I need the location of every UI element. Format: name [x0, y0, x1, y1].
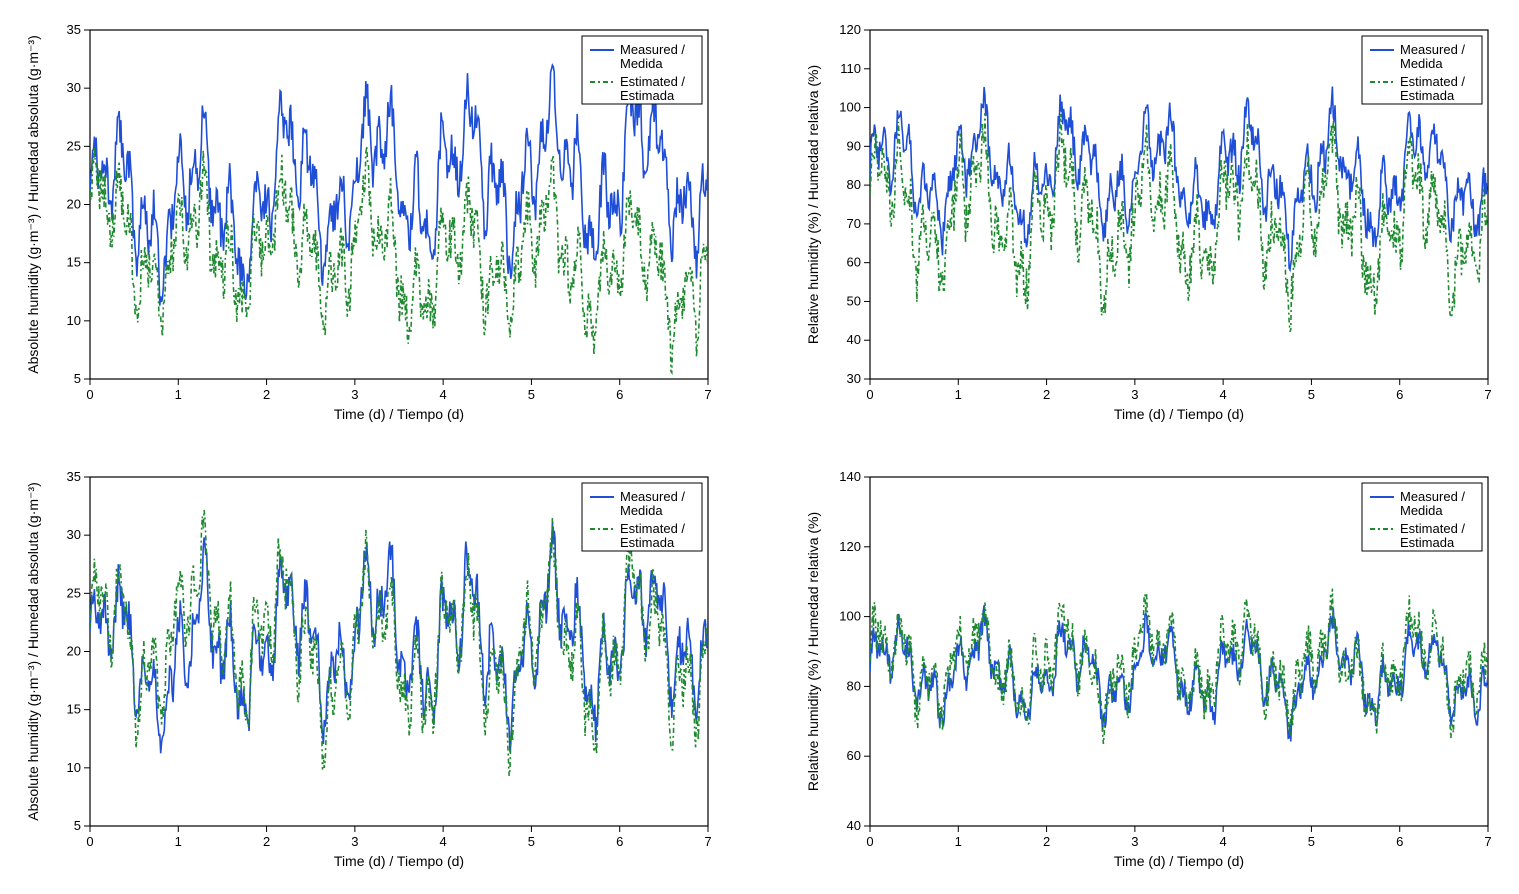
- x-tick-label: 5: [528, 387, 535, 402]
- x-tick-label: 7: [1484, 387, 1491, 402]
- x-tick-label: 3: [351, 387, 358, 402]
- y-axis-label: Relative humidity (%) / Humedad relativa…: [805, 512, 821, 791]
- x-tick-label: 7: [704, 387, 711, 402]
- x-tick-label: 0: [86, 387, 93, 402]
- y-tick-label: 90: [847, 138, 861, 153]
- x-tick-label: 2: [263, 834, 270, 849]
- y-axis-label: Relative humidity (%) / Humedad relativa…: [805, 65, 821, 344]
- legend-measured-1: Measured /: [1400, 489, 1465, 504]
- y-tick-label: 120: [839, 22, 861, 37]
- x-tick-label: 4: [440, 387, 447, 402]
- x-tick-label: 1: [955, 834, 962, 849]
- y-tick-label: 80: [847, 678, 861, 693]
- legend: Measured /Medida Estimated /Estimada: [1362, 483, 1482, 551]
- x-tick-label: 1: [175, 387, 182, 402]
- y-tick-label: 140: [839, 469, 861, 484]
- x-axis-label: Time (d) / Tiempo (d): [334, 406, 464, 422]
- y-tick-label: 20: [67, 197, 81, 212]
- x-tick-label: 6: [1396, 834, 1403, 849]
- x-tick-label: 3: [1131, 834, 1138, 849]
- y-tick-label: 15: [67, 702, 81, 717]
- x-tick-label: 4: [1220, 387, 1227, 402]
- legend-measured-2: Medida: [620, 56, 663, 71]
- y-tick-label: 40: [847, 332, 861, 347]
- y-tick-label: 40: [847, 818, 861, 833]
- x-tick-label: 5: [1308, 834, 1315, 849]
- legend-estimated-1: Estimated /: [1400, 521, 1465, 536]
- x-tick-label: 3: [351, 834, 358, 849]
- legend-estimated-2: Estimada: [620, 535, 675, 550]
- legend-estimated-2: Estimada: [1400, 88, 1455, 103]
- x-tick-label: 7: [704, 834, 711, 849]
- legend-estimated-2: Estimada: [1400, 535, 1455, 550]
- x-tick-label: 0: [866, 834, 873, 849]
- chart-top-right: 0 1 2 3 4 5 6 7 30 40 50 60 70 80 90 100 110 120 Time (d) …: [800, 20, 1500, 427]
- y-tick-label: 5: [74, 818, 81, 833]
- y-tick-label: 60: [847, 255, 861, 270]
- x-tick-label: 0: [866, 387, 873, 402]
- legend-estimated-2: Estimada: [620, 88, 675, 103]
- y-tick-label: 60: [847, 748, 861, 763]
- y-tick-label: 35: [67, 469, 81, 484]
- legend-measured-1: Measured /: [1400, 42, 1465, 57]
- y-tick-label: 50: [847, 293, 861, 308]
- chart-top-left: 0 1 2 3 4 5 6 7 5 10 15 20 25 30 35 Time (d) / Tiempo (…: [20, 20, 720, 427]
- y-tick-label: 35: [67, 22, 81, 37]
- x-tick-label: 2: [1043, 387, 1050, 402]
- series-measured: [90, 522, 708, 753]
- chart-bottom-right: 0 1 2 3 4 5 6 7 40 60 80 100 120 140 Time (d) / Tiempo…: [800, 467, 1500, 874]
- x-tick-label: 2: [263, 387, 270, 402]
- x-tick-label: 0: [86, 834, 93, 849]
- y-tick-label: 120: [839, 539, 861, 554]
- legend: Measured /Medida Estimated /Estimada: [582, 483, 702, 551]
- x-tick-label: 6: [616, 387, 623, 402]
- chart-grid: 012345675101520253035Time (d) / Tiempo (…: [20, 20, 1499, 874]
- legend-measured-2: Medida: [1400, 503, 1443, 518]
- x-tick-label: 6: [1396, 387, 1403, 402]
- y-tick-label: 30: [67, 527, 81, 542]
- legend-estimated-1: Estimated /: [620, 74, 685, 89]
- x-tick-label: 7: [1484, 834, 1491, 849]
- y-tick-label: 30: [847, 371, 861, 386]
- legend-estimated-1: Estimated /: [1400, 74, 1465, 89]
- legend-measured-1: Measured /: [620, 489, 685, 504]
- x-tick-label: 4: [1220, 834, 1227, 849]
- x-tick-label: 1: [955, 387, 962, 402]
- x-tick-label: 6: [616, 834, 623, 849]
- x-tick-label: 2: [1043, 834, 1050, 849]
- x-axis-label: Time (d) / Tiempo (d): [1114, 853, 1244, 869]
- legend-measured-1: Measured /: [620, 42, 685, 57]
- x-axis-label: Time (d) / Tiempo (d): [1114, 406, 1244, 422]
- y-tick-label: 70: [847, 216, 861, 231]
- x-tick-label: 3: [1131, 387, 1138, 402]
- y-tick-label: 10: [67, 760, 81, 775]
- y-tick-label: 80: [847, 177, 861, 192]
- legend-estimated-1: Estimated /: [620, 521, 685, 536]
- y-tick-label: 110: [840, 61, 861, 76]
- legend-measured-2: Medida: [620, 503, 663, 518]
- x-tick-label: 1: [175, 834, 182, 849]
- y-tick-label: 100: [839, 100, 861, 115]
- x-axis-label: Time (d) / Tiempo (d): [334, 853, 464, 869]
- series-estimated: [870, 589, 1488, 744]
- x-tick-label: 4: [440, 834, 447, 849]
- chart-bottom-left: 0 1 2 3 4 5 6 7 5 10 15 20 25 30 35 Time (d) / Tiempo (…: [20, 467, 720, 874]
- y-axis-label: Absolute humidity (g·m⁻³) / Humedad abso…: [25, 35, 41, 373]
- legend: Measured /Medida Estimated /Estimada: [582, 36, 702, 104]
- y-tick-label: 20: [67, 644, 81, 659]
- y-tick-label: 25: [67, 585, 81, 600]
- y-tick-label: 25: [67, 138, 81, 153]
- legend: Measured /Medida Estimated /Estimada: [1362, 36, 1482, 104]
- x-tick-label: 5: [1308, 387, 1315, 402]
- y-tick-label: 5: [74, 371, 81, 386]
- y-tick-label: 100: [839, 609, 861, 624]
- series-estimated: [870, 113, 1488, 332]
- legend-measured-2: Medida: [1400, 56, 1443, 71]
- y-tick-label: 10: [67, 313, 81, 328]
- y-axis-label: Absolute humidity (g·m⁻³) / Humedad abso…: [25, 482, 41, 820]
- x-tick-label: 5: [528, 834, 535, 849]
- y-tick-label: 30: [67, 80, 81, 95]
- y-tick-label: 15: [67, 255, 81, 270]
